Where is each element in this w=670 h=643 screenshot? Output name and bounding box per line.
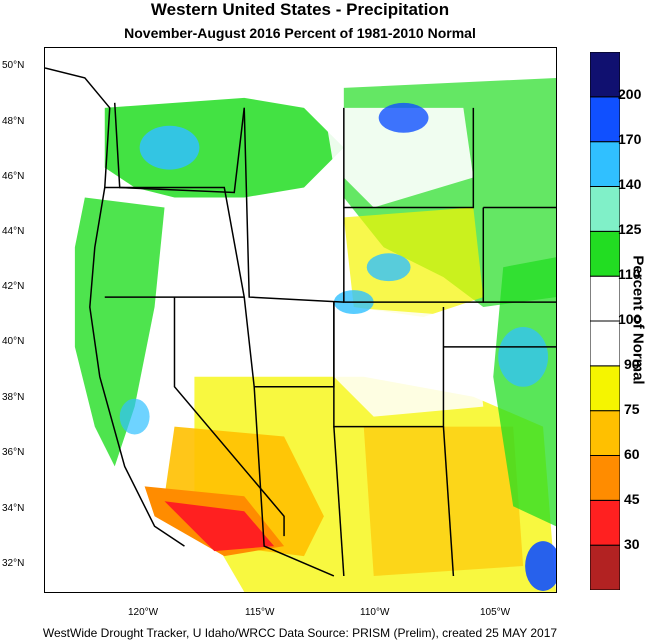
blue-patch-cal: [119, 398, 150, 435]
region-wyoming-yellow: [343, 207, 484, 318]
colorbar-swatch: [590, 230, 620, 277]
colorbar-swatch: [590, 455, 620, 501]
lat-label: 38°N: [2, 392, 25, 403]
colorbar: [590, 52, 620, 590]
lat-label: 48°N: [2, 116, 25, 127]
colorbar-label: 125: [618, 221, 642, 237]
map-title: Western United States - Precipitation: [150, 0, 450, 19]
footer-credit: WestWide Drought Tracker, U Idaho/WRCC D…: [42, 626, 558, 640]
lat-label: 36°N: [2, 447, 25, 458]
lat-label: 40°N: [2, 336, 25, 347]
lat-label: 42°N: [2, 281, 25, 292]
colorbar-label: 45: [624, 491, 640, 507]
lat-label: 46°N: [2, 171, 25, 182]
colorbar-label: 200: [618, 86, 642, 102]
colorbar-label: 140: [618, 176, 642, 192]
colorbar-swatch: [590, 96, 620, 143]
map-subtitle: November-August 2016 Percent of 1981-201…: [124, 25, 476, 41]
colorbar-swatch: [590, 141, 620, 187]
colorbar-swatch: [590, 320, 620, 367]
colorbar-label: 110: [618, 266, 641, 282]
region-colorado-white: [333, 307, 484, 417]
colorbar-label: 170: [618, 131, 642, 147]
lat-label: 50°N: [2, 60, 25, 71]
colorbar-swatch: [590, 365, 620, 412]
colorbar-swatch: [590, 499, 620, 546]
region-great-basin: [174, 267, 344, 407]
lat-label: 32°N: [2, 558, 25, 569]
colorbar-label: 90: [624, 356, 640, 372]
region-montana-white: [323, 107, 474, 208]
colorbar-swatch: [590, 544, 620, 590]
lon-label: 105°W: [480, 607, 511, 618]
region-west-coast: [74, 197, 165, 467]
blue-patch-wyoming: [366, 253, 411, 282]
colorbar-label: 60: [624, 446, 640, 462]
blue-patch-nw: [139, 125, 200, 170]
blue-patch-east: [498, 326, 549, 387]
dark-blue-patch-se: [525, 541, 556, 591]
lon-label: 115°W: [245, 607, 275, 618]
lon-label: 110°W: [360, 607, 390, 618]
colorbar-title: Percent of Normal: [629, 255, 647, 385]
colorbar-swatch: [590, 186, 620, 232]
colorbar-swatch: [590, 52, 620, 98]
lat-label: 34°N: [2, 503, 25, 514]
region-nm: [363, 426, 524, 576]
lat-label: 44°N: [2, 226, 25, 237]
region-pacific-nw: [104, 97, 344, 198]
colorbar-swatch: [590, 410, 620, 456]
blue-patch-montana: [378, 102, 429, 133]
colorbar-label: 30: [624, 536, 640, 552]
precipitation-map: [44, 47, 557, 593]
colorbar-label: 100: [618, 311, 642, 327]
region-socal-red: [164, 501, 275, 552]
colorbar-swatch: [590, 275, 620, 322]
colorbar-label: 75: [624, 401, 640, 417]
lon-label: 120°W: [128, 607, 159, 618]
region-east-green: [493, 257, 556, 527]
